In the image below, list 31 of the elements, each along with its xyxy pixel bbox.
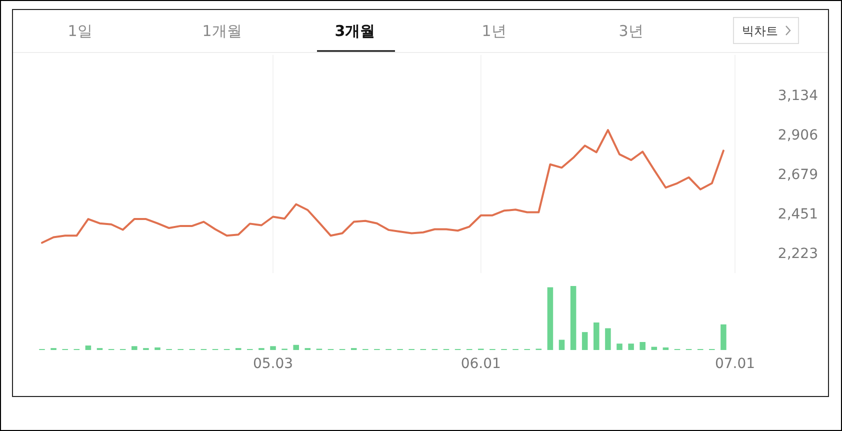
bar [640,342,646,350]
y-tick-label: 2,906 [778,128,818,144]
bar [293,344,299,350]
y-tick-label: 2,679 [778,166,818,183]
y-tick-label: 2,451 [778,206,818,222]
bar [582,332,588,350]
bar [154,347,160,350]
x-tick-label: 05.03 [252,356,294,372]
bar [662,347,669,350]
y-tick-label: 3,134 [778,88,818,104]
bar [132,346,138,350]
bar [594,322,600,350]
x-tick-label: 06.01 [460,356,501,372]
y-tick-label: 2,223 [778,246,818,262]
bar [570,286,576,350]
bar [547,287,554,350]
bar [628,344,634,350]
x-tick-label: 07.01 [714,356,756,372]
bar [720,324,726,350]
text: 3년 [618,22,644,40]
line-series [41,129,724,244]
bar [605,328,611,350]
bar [558,340,565,350]
bar [270,346,276,350]
text: 빅차트 [742,24,778,38]
text: 1년 [482,22,506,40]
text: 1개월 [202,22,242,40]
bar [616,344,622,350]
bar [85,346,92,350]
text: 3개월 [334,22,376,40]
text: 1일 [68,22,92,40]
